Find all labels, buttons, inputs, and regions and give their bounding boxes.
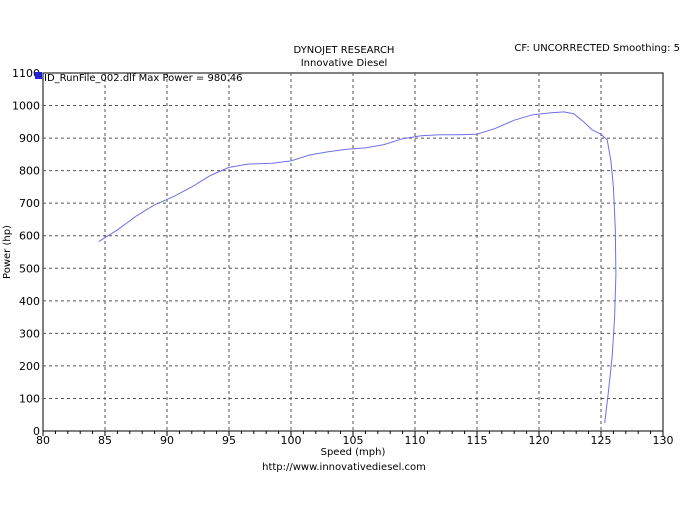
x-tick-label: 125 <box>591 434 612 447</box>
x-axis-title: Speed (mph) <box>321 447 386 458</box>
correction-info: CF: UNCORRECTED Smoothing: 5 <box>514 43 680 54</box>
x-tick-label: 120 <box>529 434 550 447</box>
y-tick-label: 1100 <box>12 67 40 80</box>
x-tick-label: 115 <box>467 434 488 447</box>
x-tick-label: 105 <box>343 434 364 447</box>
y-tick-label: 500 <box>19 262 40 275</box>
chart-subtitle: Innovative Diesel <box>300 58 388 69</box>
legend-label: ID_RunFile_002.dlf Max Power = 980.46 <box>44 73 242 84</box>
x-tick-label: 100 <box>281 434 302 447</box>
y-tick-label: 200 <box>19 360 40 373</box>
axis-ticks: 80 85 90 95 100 105 110 115 120 125 130 0 100 200 300 4… <box>12 67 674 447</box>
x-tick-label: 130 <box>653 434 674 447</box>
x-tick-label: 95 <box>222 434 236 447</box>
plot-area <box>42 72 664 432</box>
y-tick-label: 300 <box>19 327 40 340</box>
x-tick-label: 110 <box>405 434 426 447</box>
legend-swatch <box>35 72 42 79</box>
y-tick-label: 1000 <box>12 100 40 113</box>
x-tick-label: 80 <box>36 434 50 447</box>
y-tick-label: 0 <box>33 425 40 438</box>
y-axis-title: Power (hp) <box>2 225 13 279</box>
y-tick-label: 800 <box>19 165 40 178</box>
chart-title: DYNOJET RESEARCH <box>293 45 395 56</box>
y-tick-label: 100 <box>19 392 40 405</box>
y-tick-label: 900 <box>19 132 40 145</box>
y-tick-label: 400 <box>19 295 40 308</box>
footer-url: http://www.innovativediesel.com <box>262 462 426 473</box>
y-tick-label: 700 <box>19 197 40 210</box>
y-tick-label: 600 <box>19 230 40 243</box>
power-curve <box>98 111 617 423</box>
x-tick-label: 85 <box>98 434 112 447</box>
grid-lines <box>43 73 663 431</box>
x-tick-label: 90 <box>160 434 174 447</box>
